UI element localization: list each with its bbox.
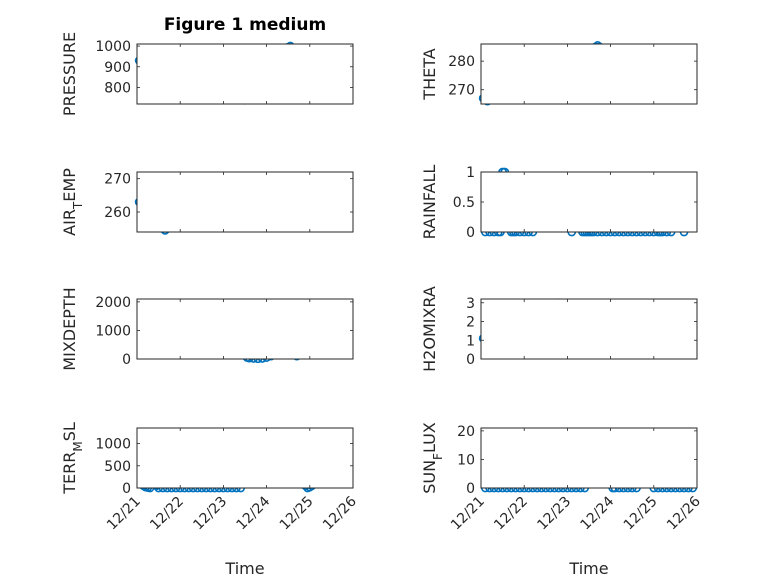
y-tick-label: 1 [466, 333, 475, 349]
axes-box [480, 298, 698, 360]
y-tick-label: 1000 [95, 323, 131, 339]
y-tick-label: 500 [104, 459, 131, 475]
subplot-3: 260 270 AIRTEMP [60, 168, 354, 236]
axes-box [480, 427, 698, 489]
y-axis-label: THETA [420, 48, 439, 100]
y-tick-label: 1000 [95, 39, 131, 55]
y-tick-label: 1000 [95, 437, 131, 453]
y-tick-label: 2000 [95, 295, 131, 311]
y-axis-label: H2OMIXRA [420, 286, 439, 372]
y-tick-label: 20 [457, 424, 475, 440]
y-tick-label: 270 [104, 172, 131, 188]
axes-box [136, 43, 354, 105]
y-tick-label: 280 [448, 54, 475, 70]
y-tick-label: 0 [122, 481, 131, 497]
y-tick-label: 0 [122, 352, 131, 368]
y-tick-label: 3 [466, 296, 475, 312]
x-axis-label-right: Time [568, 559, 608, 578]
y-tick-label: 10 [457, 452, 475, 468]
x-axis-label-left: Time [224, 559, 264, 578]
y-tick-label: 0 [466, 352, 475, 368]
y-axis-label: AIRTEMP [60, 168, 85, 236]
y-tick-label: 1 [466, 165, 475, 181]
y-tick-label: 270 [448, 83, 475, 99]
y-tick-label: 2 [466, 315, 475, 331]
axes-box [136, 298, 354, 360]
y-axis-label: TERRMSL [60, 422, 85, 495]
y-axis-label: MIXDEPTH [60, 287, 79, 370]
subplot-6: 0 1 2 3 H2OMIXRA [420, 286, 698, 372]
y-axis-label: SUNFLUX [420, 422, 445, 494]
y-axis-label: RAINFALL [420, 165, 439, 240]
subplot-2: 270 280 THETA [420, 41, 698, 106]
y-tick-label: 800 [104, 80, 131, 96]
subplot-5: 0 1000 2000 MIXDEPTH [60, 287, 354, 371]
y-tick-label: 0 [466, 481, 475, 497]
axes-box [480, 171, 698, 233]
y-tick-label: 260 [104, 205, 131, 221]
axes-box [480, 43, 698, 105]
axes-box [136, 427, 354, 489]
subplot-1: 800 900 1000 PRESSURE [60, 32, 354, 116]
y-tick-label: 900 [104, 60, 131, 76]
subplot-4: 0 0.5 1 RAINFALL [420, 165, 698, 241]
y-axis-label: PRESSURE [60, 32, 79, 116]
y-tick-label: 0.5 [453, 195, 475, 211]
y-tick-label: 0 [466, 225, 475, 241]
axes-box [136, 171, 354, 233]
figure-title: Figure 1 medium [164, 15, 326, 35]
